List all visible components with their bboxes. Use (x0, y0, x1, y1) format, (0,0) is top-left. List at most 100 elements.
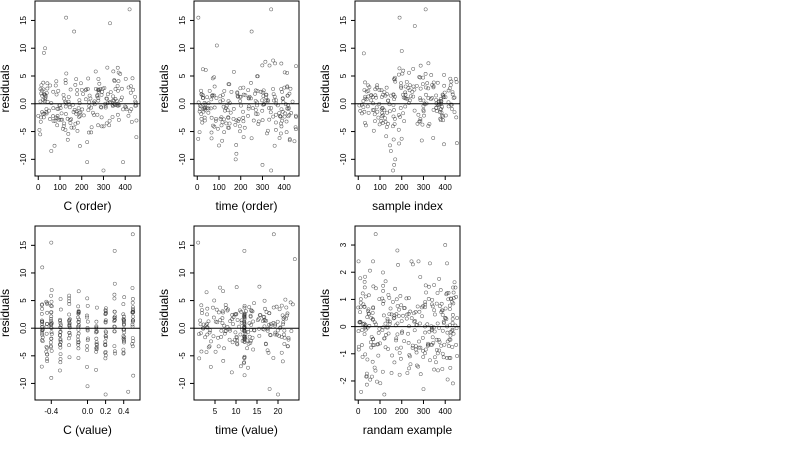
data-point (214, 96, 219, 100)
data-point (49, 345, 53, 350)
data-point (367, 324, 372, 328)
y-tick-label: 0.0 (19, 322, 28, 334)
data-point (257, 326, 261, 331)
data-point (76, 334, 80, 339)
data-point (377, 297, 382, 301)
data-point (67, 302, 72, 306)
data-point (121, 107, 125, 112)
data-point (272, 143, 277, 148)
data-point (268, 333, 273, 338)
data-point (256, 119, 261, 124)
data-point (49, 149, 54, 153)
data-point (392, 122, 397, 126)
data-point (398, 115, 402, 119)
data-point (434, 348, 439, 352)
data-point (116, 88, 120, 93)
data-point (364, 123, 368, 128)
x-tick-label: 300 (97, 183, 111, 192)
data-point (38, 119, 43, 124)
data-point (49, 293, 53, 298)
data-point (108, 21, 112, 26)
data-point (242, 316, 247, 321)
data-point (131, 373, 136, 378)
data-point (247, 104, 251, 109)
data-point (45, 81, 50, 86)
data-point (84, 87, 89, 92)
data-point (120, 86, 124, 91)
y-tick-label: -5 (178, 352, 187, 360)
data-point (219, 335, 224, 339)
data-point (196, 240, 201, 245)
data-point (64, 112, 68, 116)
data-point (222, 323, 226, 328)
data-point (241, 92, 246, 97)
data-point (423, 283, 428, 288)
x-tick-label: 400 (119, 183, 133, 192)
data-point (217, 143, 221, 148)
data-point (42, 99, 47, 104)
data-point (441, 355, 446, 360)
x-tick-label: 400 (278, 183, 292, 192)
x-axis-label: time (order) (215, 199, 277, 213)
data-point (112, 317, 117, 322)
data-point (94, 367, 98, 372)
data-point (241, 109, 245, 114)
data-point (265, 326, 270, 331)
data-point (103, 105, 108, 110)
data-point (383, 116, 387, 121)
data-point (111, 69, 116, 74)
data-point (76, 309, 81, 314)
data-point (362, 285, 367, 290)
data-point (208, 106, 213, 111)
data-point (285, 85, 290, 90)
data-point (39, 364, 44, 369)
data-point (451, 290, 456, 295)
data-point (234, 312, 239, 316)
data-point (49, 304, 54, 309)
data-point (227, 126, 231, 130)
data-point (381, 289, 385, 293)
data-point (54, 92, 59, 97)
data-point (276, 392, 280, 397)
data-point (368, 340, 373, 345)
data-point (45, 356, 49, 361)
data-point (49, 332, 54, 337)
data-point (408, 362, 413, 367)
data-point (209, 130, 214, 135)
data-point (406, 331, 410, 336)
data-point (413, 347, 418, 352)
data-point (62, 96, 66, 101)
data-point (49, 299, 54, 304)
data-point (378, 381, 383, 386)
data-point (122, 339, 126, 344)
data-point (227, 337, 232, 342)
data-point (58, 368, 62, 373)
data-point (446, 344, 451, 348)
data-point (263, 341, 268, 346)
data-point (51, 119, 56, 123)
data-point (426, 341, 430, 346)
data-point (242, 319, 247, 323)
data-point (103, 104, 108, 108)
data-point (238, 95, 243, 99)
data-point (242, 360, 247, 365)
data-point (434, 301, 439, 306)
data-point (49, 319, 53, 323)
data-point (121, 312, 126, 317)
data-point (396, 113, 401, 117)
data-point (448, 307, 452, 311)
data-point (55, 116, 60, 121)
data-point (78, 113, 82, 118)
data-point (392, 108, 396, 112)
data-point (130, 310, 135, 315)
data-point (284, 130, 289, 135)
y-tick-label: 5 (178, 298, 187, 303)
data-point (41, 87, 46, 92)
data-point (252, 328, 257, 333)
data-point (213, 349, 218, 354)
data-point (423, 72, 428, 76)
data-point (455, 316, 459, 320)
data-point (41, 111, 45, 116)
x-tick-label: 100 (212, 183, 226, 192)
